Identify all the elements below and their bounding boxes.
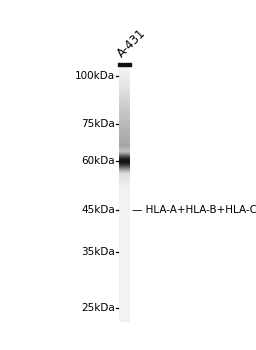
Text: 35kDa: 35kDa bbox=[81, 247, 115, 257]
Text: 75kDa: 75kDa bbox=[81, 119, 115, 129]
Text: 100kDa: 100kDa bbox=[75, 71, 115, 81]
Text: A-431: A-431 bbox=[114, 26, 148, 60]
Text: 45kDa: 45kDa bbox=[81, 205, 115, 215]
Text: — HLA-A+HLA-B+HLA-C: — HLA-A+HLA-B+HLA-C bbox=[132, 205, 256, 215]
Text: 60kDa: 60kDa bbox=[81, 156, 115, 167]
Text: 25kDa: 25kDa bbox=[81, 303, 115, 313]
